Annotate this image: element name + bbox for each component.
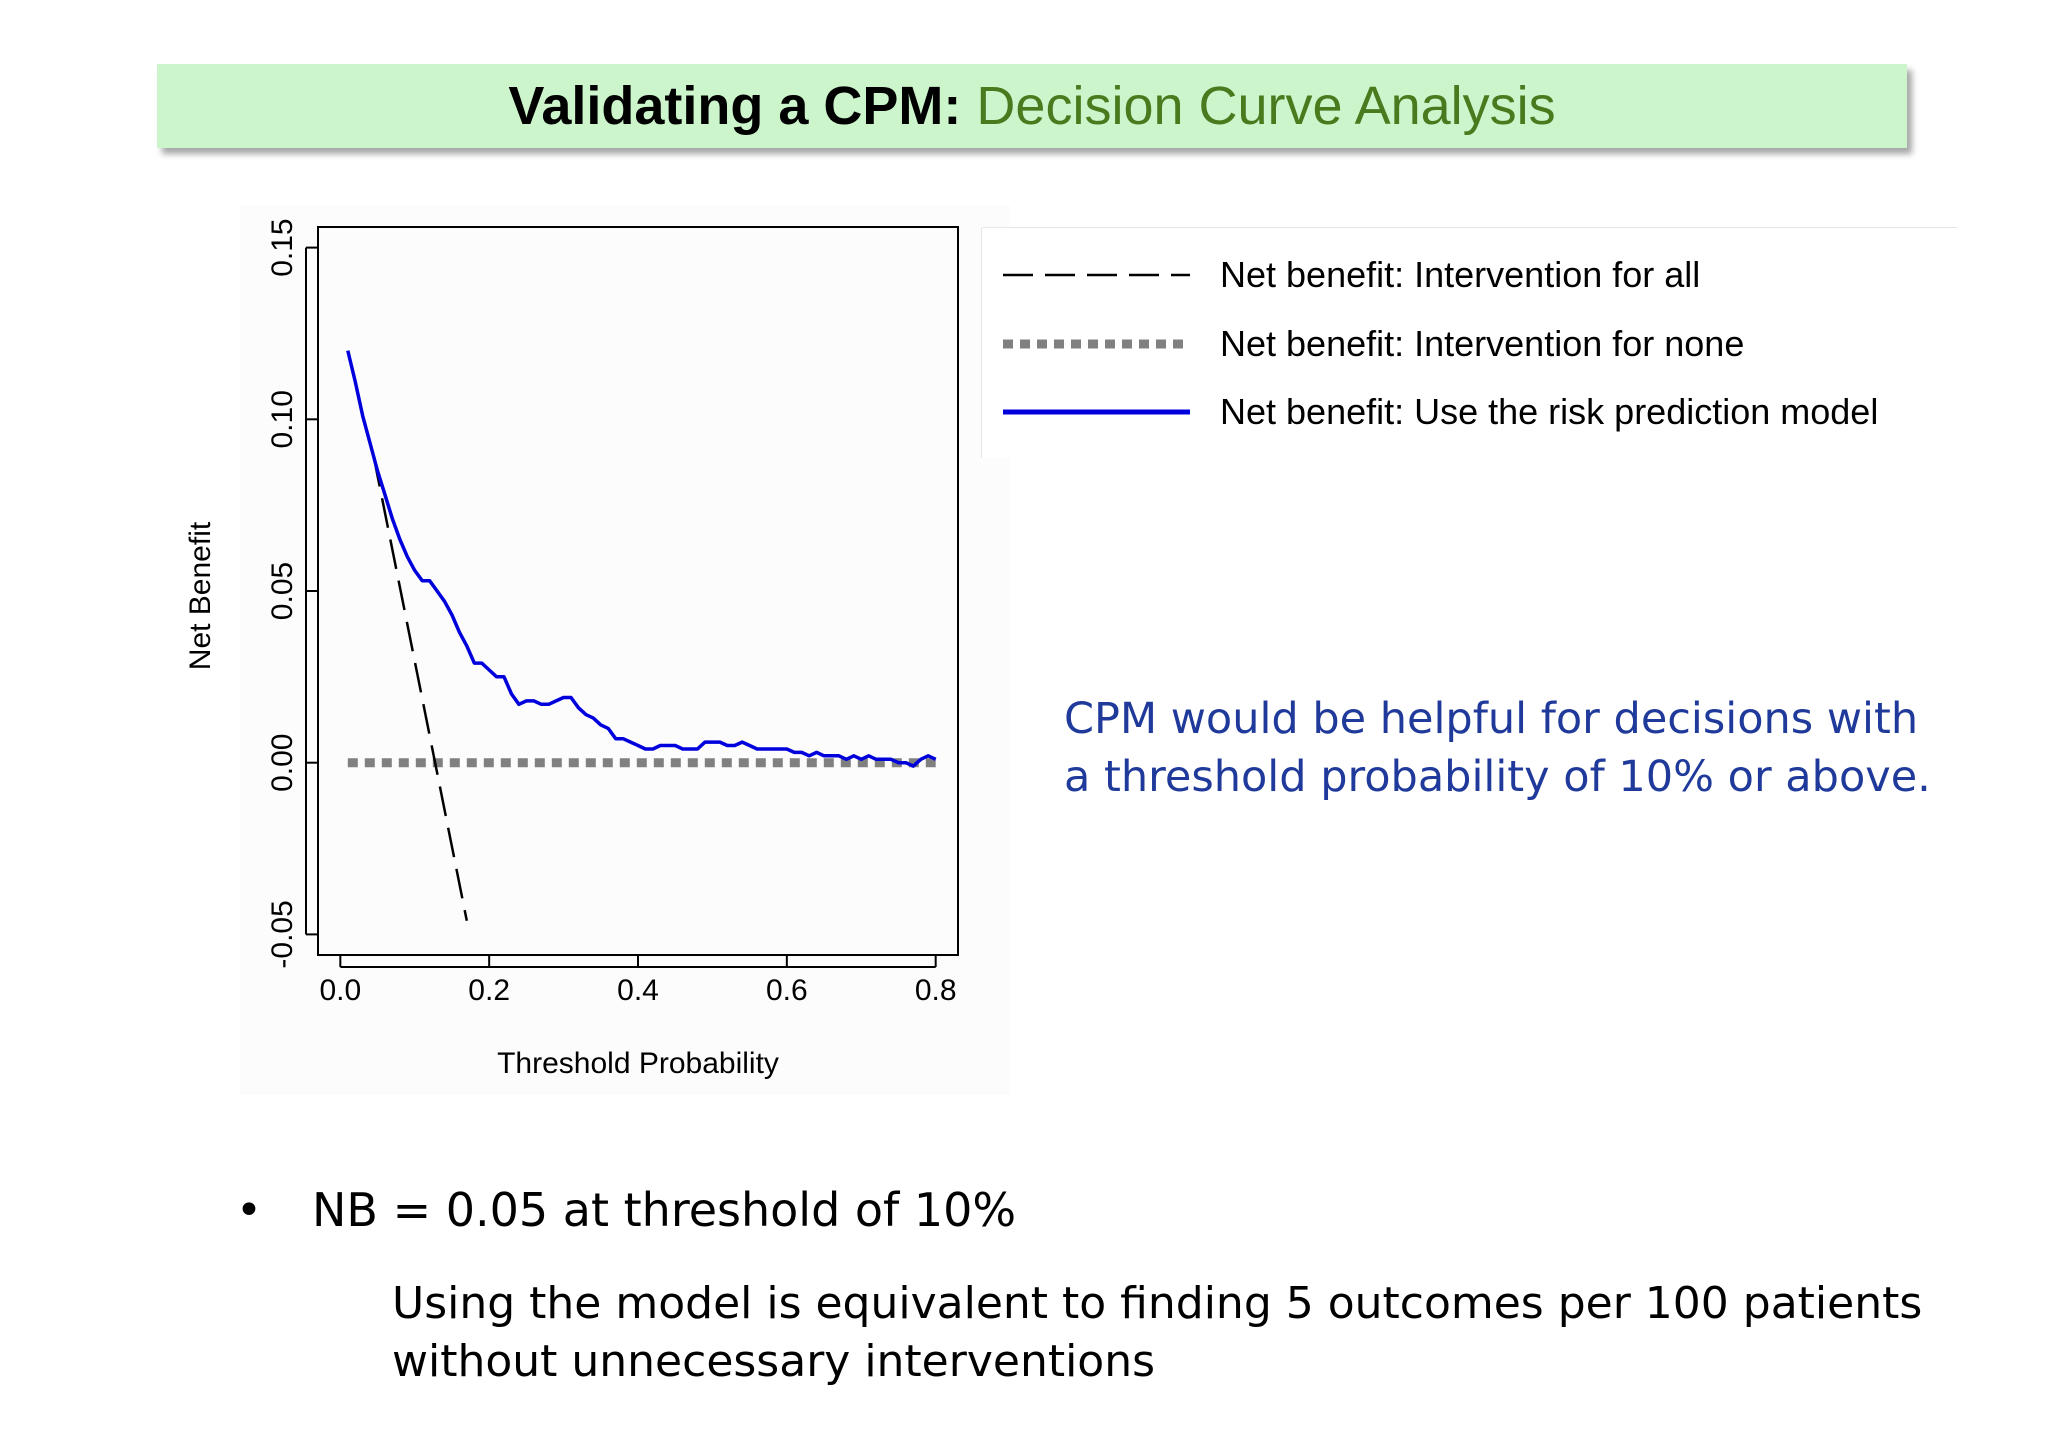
note-line-1: CPM would be helpful for decisions with <box>1064 694 1919 744</box>
series-line-0 <box>372 456 469 921</box>
legend-label-1: Net benefit: Intervention for none <box>1220 323 1744 364</box>
x-tick-label: 0.4 <box>617 974 659 1007</box>
y-tick-label: 0.05 <box>266 562 299 620</box>
y-axis-label: Net Benefit <box>184 521 217 670</box>
decision-curve-chart: 0.0 0.2 0.4 0.6 0.8 -0.05 0.00 0.05 0.10 0.15 Thre… <box>184 218 1878 1080</box>
slide-title-bold: Validating a CPM: <box>508 76 962 136</box>
x-tick-label: 0.6 <box>766 974 808 1007</box>
y-tick-label: 0.10 <box>266 390 299 448</box>
y-tick-label: -0.05 <box>266 900 299 968</box>
legend-label-0: Net benefit: Intervention for all <box>1220 254 1700 295</box>
bullet-marker: • <box>236 1185 262 1236</box>
slide-title-rest: Decision Curve Analysis <box>976 76 1556 136</box>
subtext-line-1: Using the model is equivalent to finding… <box>392 1278 1923 1329</box>
annotation-note: CPM would be helpful for decisions with … <box>1064 690 1964 806</box>
x-axis-label: Threshold Probability <box>497 1047 779 1080</box>
legend-label-2: Net benefit: Use the risk prediction mod… <box>1220 391 1878 432</box>
subtext-line-2: without unnecessary interventions <box>392 1336 1156 1387</box>
note-line-2: a threshold probability of 10% or above. <box>1064 752 1931 802</box>
bullet-text: NB = 0.05 at threshold of 10% <box>312 1183 1017 1237</box>
series-line-2 <box>346 350 937 768</box>
plot-panel <box>240 205 1010 1095</box>
x-tick-label: 0.0 <box>319 974 361 1007</box>
x-tick-label: 0.2 <box>468 974 510 1007</box>
bullet-subtext: Using the model is equivalent to finding… <box>392 1275 1922 1391</box>
y-tick-label: 0.15 <box>266 218 299 276</box>
plot-frame <box>317 226 959 956</box>
y-tick-label: 0.00 <box>266 734 299 792</box>
x-tick-label: 0.8 <box>915 974 957 1007</box>
slide-title: Validating a CPM: Decision Curve Analysi… <box>157 64 1907 148</box>
